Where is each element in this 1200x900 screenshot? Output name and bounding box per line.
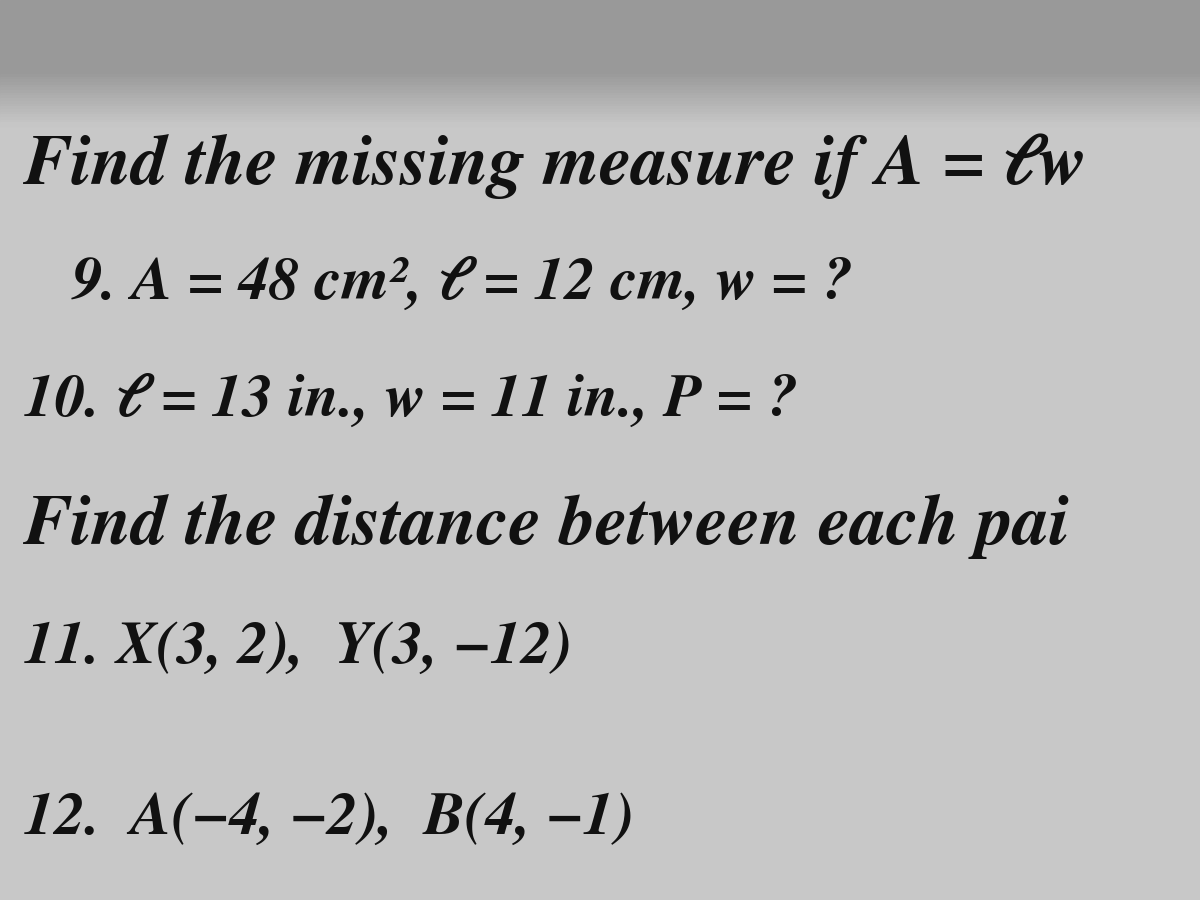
Bar bbox=[0, 114, 1200, 118]
Text: 10. ℓ = 13 in., w = 11 in., P = ?: 10. ℓ = 13 in., w = 11 in., P = ? bbox=[24, 374, 798, 428]
Bar bbox=[0, 120, 1200, 123]
Text: Find the missing measure if A = ℓw: Find the missing measure if A = ℓw bbox=[24, 134, 1087, 199]
Bar bbox=[0, 0, 1200, 72]
Bar bbox=[0, 85, 1200, 88]
Bar bbox=[0, 122, 1200, 126]
Bar bbox=[0, 95, 1200, 99]
Bar bbox=[0, 93, 1200, 96]
Bar bbox=[0, 74, 1200, 77]
Bar bbox=[0, 112, 1200, 115]
Bar bbox=[0, 106, 1200, 110]
Bar bbox=[0, 76, 1200, 80]
Bar bbox=[0, 104, 1200, 107]
Text: 11. X(3, 2),  Y(3, −12): 11. X(3, 2), Y(3, −12) bbox=[24, 621, 572, 675]
Text: 9. A = 48 cm², ℓ = 12 cm, w = ?: 9. A = 48 cm², ℓ = 12 cm, w = ? bbox=[72, 256, 853, 310]
Bar bbox=[0, 82, 1200, 86]
Bar bbox=[0, 109, 1200, 112]
Bar bbox=[0, 79, 1200, 83]
Bar bbox=[0, 101, 1200, 104]
Text: Find the distance between each pai: Find the distance between each pai bbox=[24, 494, 1070, 559]
Text: 12.  A(−4, −2),  B(4, −1): 12. A(−4, −2), B(4, −1) bbox=[24, 792, 635, 846]
Bar bbox=[0, 117, 1200, 121]
Bar bbox=[0, 98, 1200, 102]
Bar bbox=[0, 90, 1200, 94]
Bar bbox=[0, 87, 1200, 91]
Bar bbox=[0, 71, 1200, 75]
